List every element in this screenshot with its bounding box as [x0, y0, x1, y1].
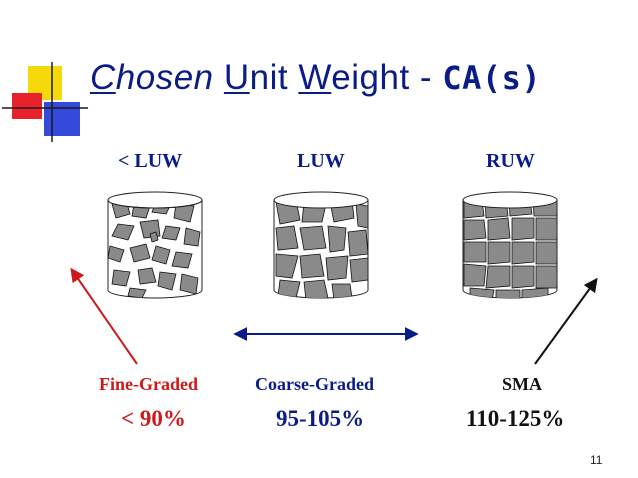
header-luw: LUW — [297, 150, 345, 172]
title-initial-c: C — [90, 58, 116, 97]
cylinder-fine-graded — [107, 191, 203, 299]
cylinder-coarse-graded — [273, 191, 369, 299]
corner-decoration — [2, 62, 88, 142]
label-sma: SMA — [502, 374, 542, 394]
deco-red-square — [12, 93, 42, 119]
title-word-unit: nit — [249, 58, 289, 97]
label-coarse-graded: Coarse-Graded — [255, 374, 374, 394]
title-word-weight: eight — [331, 58, 410, 97]
arrow-sma — [534, 277, 598, 365]
range-sma: 110-125% — [466, 406, 565, 431]
cylinder-sma — [462, 191, 558, 299]
title-initial-w: W — [298, 58, 332, 97]
slide-title: Chosen Unit Weight - CA(s) — [90, 58, 541, 98]
label-fine-graded: Fine-Graded — [99, 374, 198, 394]
range-fine-graded: < 90% — [121, 406, 186, 431]
title-suffix: CA(s) — [442, 59, 542, 97]
arrow-fine-graded — [70, 267, 138, 365]
title-separator: - — [419, 58, 433, 97]
header-ruw: RUW — [486, 150, 535, 172]
header-less-luw: < LUW — [118, 150, 183, 172]
page-number: 11 — [590, 453, 603, 467]
title-word-chosen: hosen — [115, 58, 214, 97]
range-coarse-graded: 95-105% — [276, 406, 365, 431]
title-initial-u: U — [223, 58, 250, 97]
